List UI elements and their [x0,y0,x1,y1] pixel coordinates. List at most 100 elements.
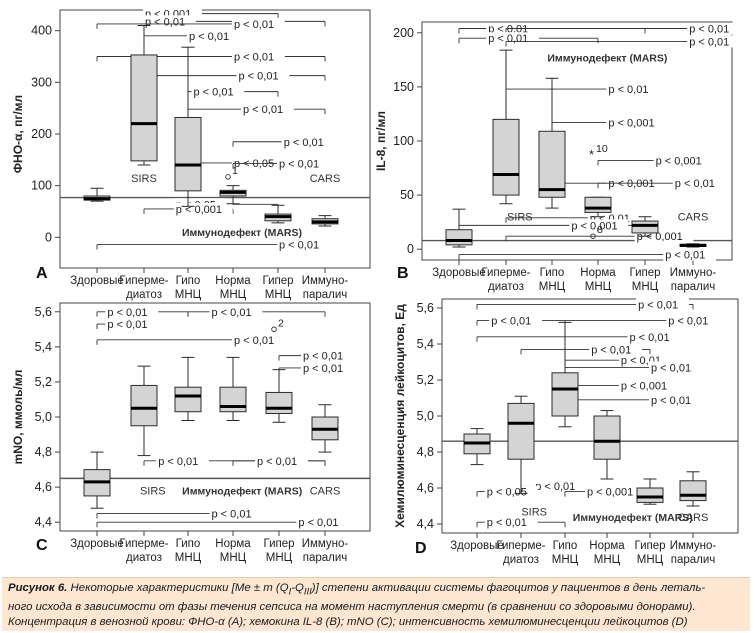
bracket-label-bg [281,135,335,148]
x-tick-label: Гиперме- [481,267,530,279]
caption-mid: -Q [291,582,304,594]
box-5 [265,369,293,423]
group-label: SIRS [507,212,533,224]
outlier-label: 1 [232,165,238,177]
bracket-label: p < 0,01 [491,316,531,328]
y-tick-label: 5,2 [35,375,52,389]
caption-line1-end: )] степени активации системы фагоцитов у… [311,582,706,594]
y-tick-label: 5,2 [417,373,434,387]
bracket-label: p < 0,001 [571,220,617,232]
bracket-label: p < 0,001 [608,178,654,190]
significance-bracket: p < 0,01 [96,238,330,252]
bracket-label-bg [649,393,702,406]
bracket-label: p < 0,01 [303,363,343,375]
bracket-label-bg [209,507,263,520]
group-label: SIRS [140,486,166,498]
box-3 [174,356,202,422]
box-5 [631,216,659,237]
y-tick-label: 4,6 [417,481,434,495]
bracket-label-bg [672,177,726,190]
bracket-label-bg [687,22,740,35]
significance-bracket: p < 0,001 [551,177,666,190]
x-tick-label: Норма [589,540,625,552]
y-tick-label: 0 [407,242,414,256]
panel-B: 0 50 100 150 200 IL-8, пг/мл ЗдоровыеГиперме-д… [374,21,740,293]
significance-bracket: p < 0,01 [143,29,240,43]
bracket-label-bg [585,485,644,498]
bracket-label-bg [236,69,290,82]
significance-bracket: p < 0,05 [476,485,538,499]
significance-bracket: p < 0,01 [96,318,159,331]
bracket-label: p < 0,01 [234,335,274,347]
panel-letter: B [397,265,409,282]
x-tick-label: Гиперме- [119,275,168,287]
box-2 [507,395,535,494]
bracket-label-bg [156,454,209,467]
bracket-label: p < 0,001 [621,380,667,392]
bracket-label-bg [255,454,308,467]
significance-bracket: p < 0,01 [505,35,740,48]
bracket-label: p < 0,001 [587,487,633,499]
group-label: CARS [310,486,341,498]
box-2 [130,25,158,166]
bracket-label: p < 0,01 [665,250,705,262]
significance-bracket: p < 0,01 [187,85,279,99]
box-3 [538,77,566,209]
x-tick-label: МНЦ [175,289,202,301]
significance-bracket: p < 0,001 [551,116,666,130]
y-tick-label: 300 [31,75,52,89]
significance-bracket: p < 0,01 [143,69,326,83]
x-tick-label: Иммуно- [302,275,349,287]
significance-bracket: p < 0,01 [278,349,354,363]
x-tick-label: Гипер [263,538,294,550]
panel-letter: C [36,537,48,554]
x-tick-label: МНЦ [539,281,566,293]
bracket-label-bg [105,318,159,331]
panel-A: 0 100 200 300 400 ФНО-α, пг/мл ЗдоровыеГиперме… [11,7,371,301]
bracket-label-bg [589,343,642,356]
box-iqr [679,480,707,502]
x-tick-label: Иммуно- [302,538,349,550]
bracket-label-bg [296,516,350,529]
bracket-label: p < 0,01 [487,517,527,529]
bracket-label: p < 0,01 [651,395,691,407]
bracket-label: p < 0,01 [638,299,678,311]
box-iqr [174,116,202,192]
bracket-label-bg [618,379,678,392]
x-tick-label: Иммуно- [670,267,717,279]
bracket-label-bg [232,156,285,169]
significance-bracket: p < 0,01 [476,298,694,311]
x-tick-label: МНЦ [594,554,621,566]
bracket-label: p < 0,01 [689,36,729,48]
x-tick-label: Здоровые [70,275,124,287]
bracket-label: p < 0,01 [608,84,648,96]
box-1 [83,451,111,509]
significance-bracket: p < 0,01 [458,248,716,262]
significance-bracket: p < 0,001 [564,485,644,499]
bracket-label-bg [489,314,542,327]
x-tick-label: Здоровые [70,538,124,550]
x-tick-label: Гипо [176,538,201,550]
box-2 [130,365,158,457]
box-6 [311,215,339,227]
caption-prefix: Рисунок 6. [8,582,68,594]
outlier-marker: * [589,147,594,162]
panel-C: 4,4 4,6 4,8 5,0 5,2 5,4 5,6 mNO, ммоль/мл Здоров… [11,302,371,564]
outlier-marker [225,174,231,180]
x-tick-label: МНЦ [220,289,247,301]
group-label: Иммунодефект (MARS) [547,53,667,65]
significance-bracket: p < 0,01 [476,330,681,344]
significance-bracket: p < 0,01 [187,103,326,116]
significance-bracket: p < 0,01 [564,361,702,374]
bracket-label-bg [649,361,702,374]
y-tick-label: 400 [31,24,52,38]
x-tick-label: диатоз [488,281,524,293]
group-label: Иммунодефект (MARS) [573,512,693,524]
box-iqr [445,229,473,246]
significance-bracket: p < 0,01 [96,17,285,31]
bracket-label: p < 0,01 [158,456,198,468]
x-tick-label: диатоз [126,289,162,301]
x-tick-label: паралич [303,289,348,301]
y-axis-label: ФНО-α, пг/мл [11,95,25,173]
